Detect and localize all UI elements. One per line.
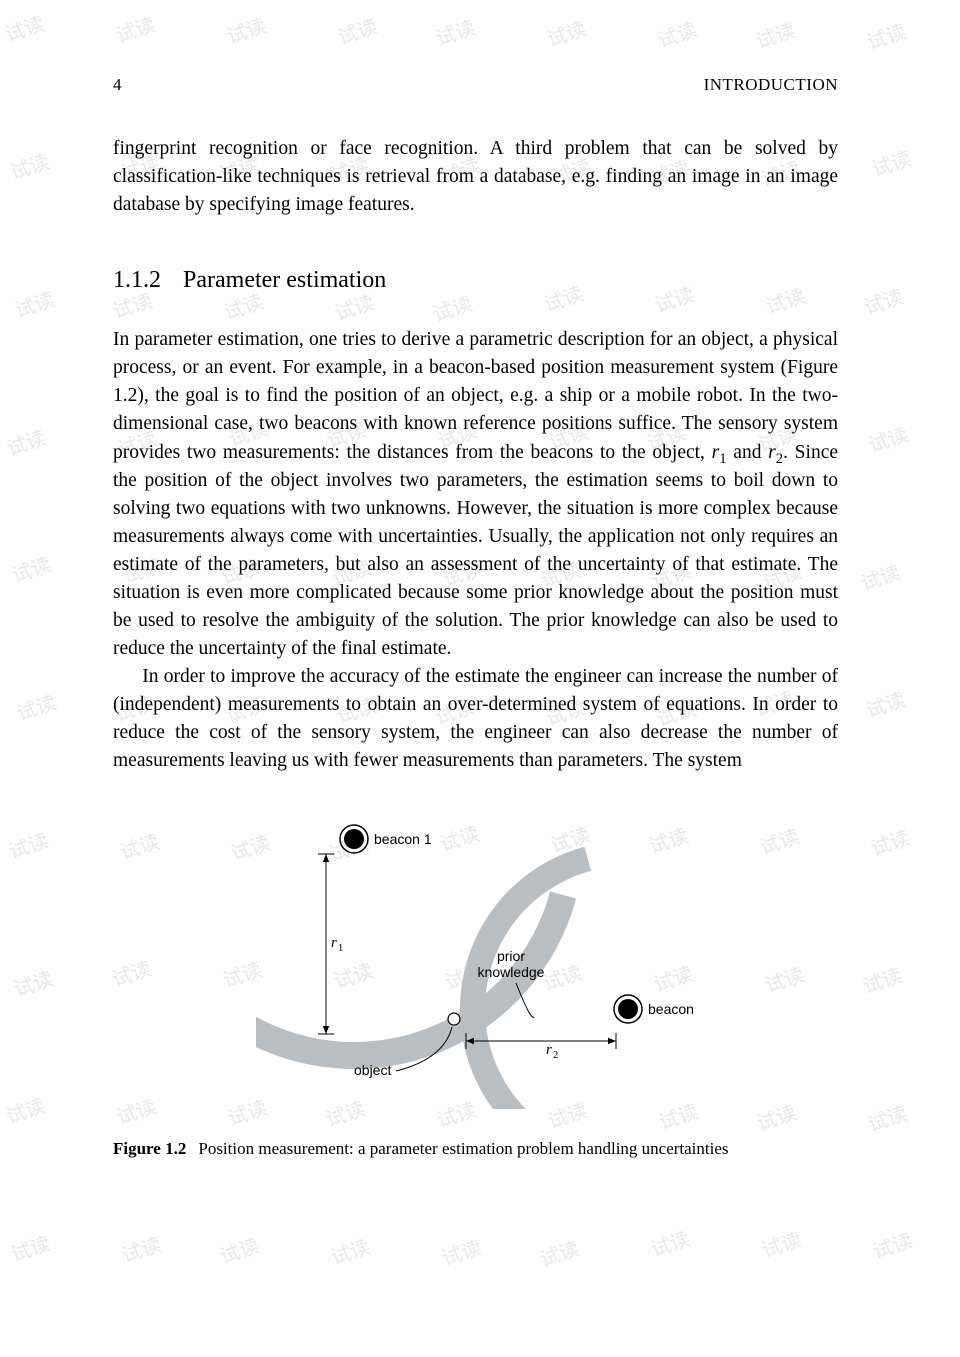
page-header: 4 INTRODUCTION bbox=[113, 75, 838, 95]
watermark-text: 试读 bbox=[0, 8, 47, 48]
p2-part-b: . Since the position of the object invol… bbox=[113, 442, 838, 660]
watermark-text: 试读 bbox=[4, 825, 51, 865]
watermark-text: 试读 bbox=[333, 11, 380, 51]
figure-caption: Figure 1.2 Position measurement: a parame… bbox=[113, 1139, 838, 1159]
svg-text:prior: prior bbox=[496, 948, 524, 964]
watermark-text: 试读 bbox=[5, 146, 52, 186]
watermark-text: 试读 bbox=[437, 1232, 484, 1272]
watermark-text: 试读 bbox=[1, 1090, 48, 1130]
svg-text:2: 2 bbox=[553, 1050, 558, 1061]
caption-label: Figure 1.2 bbox=[113, 1139, 186, 1158]
watermark-text: 试读 bbox=[646, 1223, 693, 1263]
watermark-text: 试读 bbox=[117, 1229, 164, 1269]
watermark-text: 试读 bbox=[431, 12, 478, 52]
p2-mid: and bbox=[727, 442, 769, 463]
svg-text:beacon 2: beacon 2 bbox=[648, 1001, 696, 1017]
watermark-text: 试读 bbox=[10, 284, 57, 324]
watermark-text: 试读 bbox=[862, 16, 909, 56]
watermark-text: 试读 bbox=[861, 684, 908, 724]
svg-text:knowledge: knowledge bbox=[477, 964, 544, 980]
var-r1-sub: 1 bbox=[719, 450, 726, 466]
caption-text: Position measurement: a parameter estima… bbox=[198, 1139, 728, 1158]
watermark-text: 试读 bbox=[111, 9, 158, 49]
section-title: Parameter estimation bbox=[183, 267, 386, 293]
watermark-text: 试读 bbox=[868, 1225, 915, 1265]
watermark-text: 试读 bbox=[6, 1228, 53, 1268]
watermark-text: 试读 bbox=[7, 549, 54, 589]
figure-1-2: beacon 1beacon 2objectpriorknowledger1r2 bbox=[113, 809, 838, 1129]
watermark-text: 试读 bbox=[535, 1233, 582, 1273]
watermark-text: 试读 bbox=[542, 13, 589, 53]
svg-text:r: r bbox=[546, 1042, 552, 1058]
paragraph-3: In order to improve the accuracy of the … bbox=[113, 663, 838, 775]
page-number: 4 bbox=[113, 75, 122, 95]
watermark-text: 试读 bbox=[215, 1230, 262, 1270]
watermark-text: 试读 bbox=[222, 10, 269, 50]
page-content: 4 INTRODUCTION fingerprint recognition o… bbox=[113, 75, 838, 1159]
watermark-text: 试读 bbox=[859, 281, 906, 321]
svg-text:1: 1 bbox=[338, 943, 343, 954]
figure-svg: beacon 1beacon 2objectpriorknowledger1r2 bbox=[256, 809, 696, 1109]
paragraph-2: In parameter estimation, one tries to de… bbox=[113, 326, 838, 663]
section-number: 1.1.2 bbox=[113, 267, 161, 293]
watermark-text: 试读 bbox=[866, 822, 913, 862]
var-r2: r bbox=[768, 442, 776, 463]
watermark-text: 试读 bbox=[757, 1224, 804, 1264]
watermark-text: 试读 bbox=[12, 687, 59, 727]
watermark-text: 试读 bbox=[2, 422, 49, 462]
paragraph-intro: fingerprint recognition or face recognit… bbox=[113, 135, 838, 219]
watermark-text: 试读 bbox=[863, 1098, 910, 1138]
svg-text:object: object bbox=[354, 1062, 391, 1078]
watermark-text: 试读 bbox=[653, 14, 700, 54]
watermark-text: 试读 bbox=[326, 1231, 373, 1271]
watermark-text: 试读 bbox=[751, 15, 798, 55]
running-head: INTRODUCTION bbox=[704, 75, 838, 95]
watermark-text: 试读 bbox=[9, 963, 56, 1003]
watermark-text: 试读 bbox=[864, 419, 911, 459]
watermark-text: 试读 bbox=[858, 960, 905, 1000]
watermark-text: 试读 bbox=[856, 557, 903, 597]
var-r2-sub: 2 bbox=[776, 450, 783, 466]
svg-text:r: r bbox=[331, 935, 337, 951]
svg-text:beacon 1: beacon 1 bbox=[374, 831, 432, 847]
section-heading: 1.1.2 Parameter estimation bbox=[113, 267, 838, 294]
watermark-text: 试读 bbox=[867, 143, 914, 183]
